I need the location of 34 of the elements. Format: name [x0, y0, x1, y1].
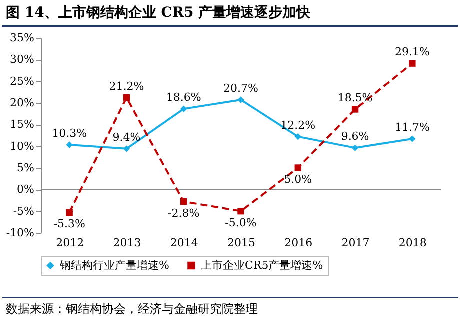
data-label: -2.8%	[168, 206, 200, 220]
y-tick-label: 20%	[10, 96, 34, 110]
y-tick-label: 15%	[10, 118, 34, 132]
y-tick-label: 35%	[10, 32, 34, 44]
x-tick-label: 2013	[113, 236, 142, 250]
data-label: 5.0%	[284, 173, 312, 186]
x-tick-label: 2017	[342, 236, 370, 250]
data-label: -5.3%	[54, 218, 86, 231]
y-tick-label: 30%	[10, 53, 34, 66]
y-tick-label: -5%	[13, 204, 34, 218]
x-tick-label: 2012	[56, 236, 84, 250]
x-tick-label: 2016	[284, 236, 313, 250]
data-label: 11.7%	[394, 120, 430, 134]
x-tick-label: 2015	[228, 236, 256, 250]
data-label: 9.4%	[112, 130, 141, 144]
y-tick-label: 25%	[10, 74, 34, 88]
x-tick-label: 2014	[170, 236, 198, 250]
data-label: 12.2%	[280, 118, 316, 132]
y-tick-label: 5%	[17, 162, 34, 174]
legend-label: 钢结构行业产量增速%	[59, 258, 170, 272]
data-label: 18.6%	[166, 91, 202, 104]
source-note: 数据来源：钢结构协会，经济与金融研究院整理	[2, 297, 458, 321]
y-tick-label: -10%	[6, 226, 34, 240]
legend-label: 上市企业CR5产量增速%	[201, 258, 324, 272]
data-label: 21.2%	[109, 80, 144, 93]
y-tick-label: 0%	[17, 183, 34, 196]
chart-title: 图 14、上市钢结构企业 CR5 产量增速逐步加快	[2, 0, 458, 27]
data-label: 29.1%	[394, 46, 430, 59]
y-tick-label: 10%	[10, 140, 34, 153]
data-label: -5.0%	[225, 216, 257, 230]
x-tick-label: 2018	[398, 236, 427, 250]
data-label: 20.7%	[224, 82, 258, 95]
data-label: 10.3%	[52, 127, 88, 140]
data-label: 9.6%	[341, 130, 370, 144]
